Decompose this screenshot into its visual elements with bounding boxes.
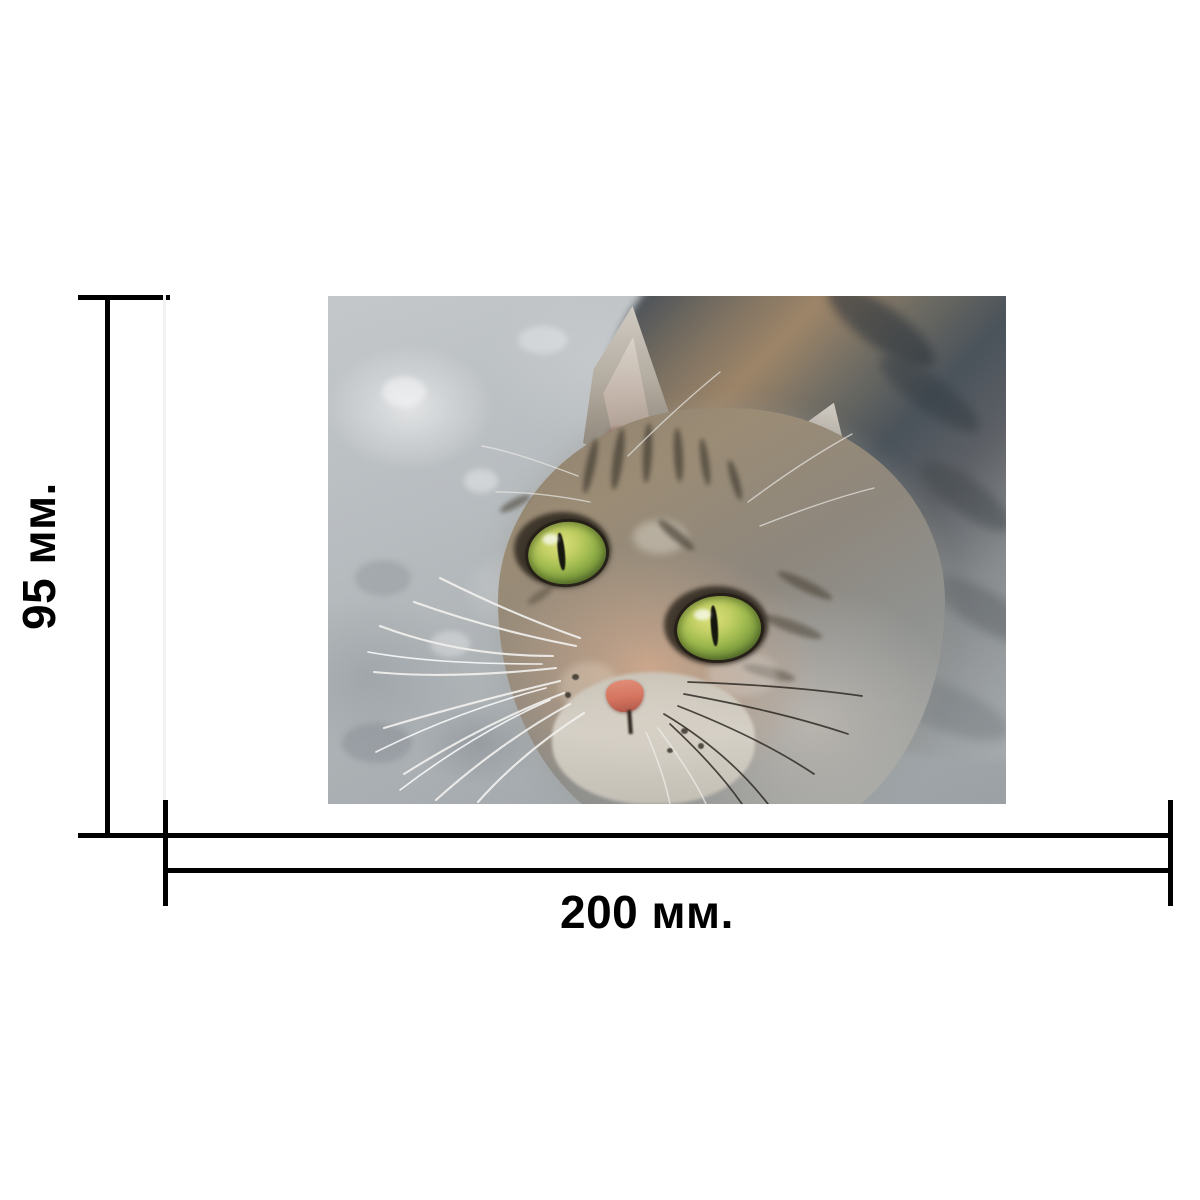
ground-speck (517, 326, 568, 355)
height-extension-line (163, 295, 166, 905)
width-dimension-label: 200 мм. (560, 886, 734, 938)
photo-grain-overlay (328, 296, 1006, 804)
cat-whisker-dot (572, 674, 580, 681)
ground-speck (382, 377, 427, 408)
height-dimension-label: 95 мм. (13, 482, 65, 630)
cat-photo (328, 296, 1006, 804)
width-dimension-right-tick (1168, 800, 1173, 906)
ground-speck (355, 560, 412, 597)
width-dimension-left-tick (163, 800, 168, 906)
width-dimension-line (163, 868, 1173, 873)
cat-whisker-dot (565, 692, 572, 699)
height-dimension-top-tick (78, 295, 170, 300)
width-extension-line (78, 833, 1168, 838)
height-dimension-line (105, 295, 110, 838)
